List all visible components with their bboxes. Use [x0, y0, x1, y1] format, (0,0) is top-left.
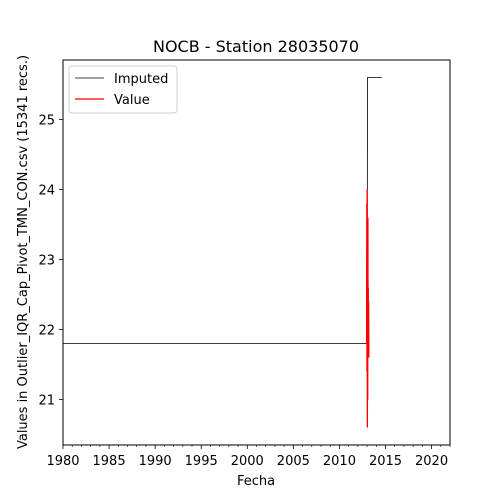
x-tick-label: 2010: [323, 454, 356, 469]
y-tick-label: 21: [38, 394, 55, 409]
legend-label-imputed: Imputed: [114, 72, 168, 87]
y-axis-label: Values in Outlier_IQR_Cap_Pivot_TMN_CON.…: [16, 55, 31, 449]
chart-title: NOCB - Station 28035070: [153, 37, 359, 56]
x-axis-label: Fecha: [237, 474, 275, 489]
x-axis: 1980 1985 1990 1995 2000 2005 2010 2015 2020: [46, 445, 451, 469]
x-tick-label: 1990: [139, 454, 172, 469]
x-tick-label: 2020: [415, 454, 448, 469]
plot-lines: [63, 77, 382, 428]
x-tick-label: 2015: [369, 454, 402, 469]
legend-label-value: Value: [114, 93, 150, 108]
x-tick-label: 1995: [185, 454, 218, 469]
y-tick-label: 25: [38, 114, 55, 129]
y-tick-label: 24: [38, 184, 55, 199]
y-axis: 21 22 23 24 25: [38, 114, 63, 409]
y-tick-label: 22: [38, 324, 55, 339]
legend: Imputed Value: [68, 65, 178, 114]
x-tick-label: 2000: [231, 454, 264, 469]
y-tick-label: 23: [38, 254, 55, 269]
x-tick-label: 1985: [93, 454, 126, 469]
x-tick-label: 2005: [277, 454, 310, 469]
series-line-value: [365, 189, 370, 428]
x-tick-label: 1980: [46, 454, 79, 469]
